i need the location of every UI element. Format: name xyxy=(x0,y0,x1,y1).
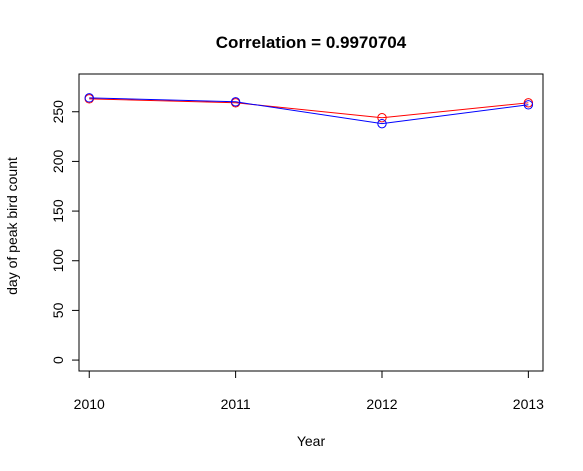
x-tick-label-2010: 2010 xyxy=(74,396,105,412)
series-1-point-2012 xyxy=(377,118,387,129)
series-1-point-2013 xyxy=(523,100,534,110)
x-axis: 2010 2011 2012 2013 xyxy=(74,371,544,412)
series-1-point-2011 xyxy=(230,97,241,107)
series-1-point-2010 xyxy=(84,93,94,103)
y-tick-label-0: 0 xyxy=(50,356,66,364)
y-tick-label-50: 50 xyxy=(50,302,66,318)
y-tick-label-100: 100 xyxy=(50,249,66,273)
plot-frame xyxy=(78,73,544,372)
series-layer xyxy=(84,93,534,129)
series-0-point-2012 xyxy=(377,113,387,123)
y-tick-label-250: 250 xyxy=(50,100,66,124)
series-1-line xyxy=(89,97,529,125)
chart-title: Correlation = 0.9970704 xyxy=(216,33,407,52)
x-tick-label-2013: 2013 xyxy=(513,396,544,412)
y-tick-label-200: 200 xyxy=(50,150,66,174)
x-tick-label-2012: 2012 xyxy=(366,396,397,412)
x-tick-label-2011: 2011 xyxy=(221,396,251,412)
y-tick-label-150: 150 xyxy=(50,199,66,223)
x-axis-label: Year xyxy=(297,433,326,449)
series-0-line xyxy=(89,98,529,119)
y-axis-label: day of peak bird count xyxy=(4,157,20,295)
y-axis: 0 50 100 150 200 250 xyxy=(50,100,79,364)
